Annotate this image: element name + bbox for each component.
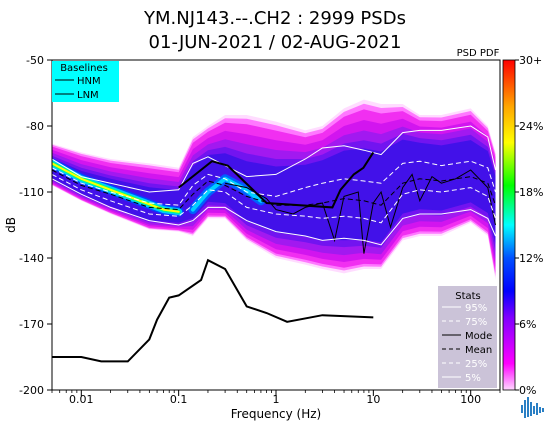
x-tick-label: 0.1 xyxy=(170,393,188,406)
stats-legend-box xyxy=(438,286,497,388)
stats-legend: Stats 95% 75% Mode Mean 25% 5% xyxy=(438,286,497,388)
legend-lnm-label: LNM xyxy=(77,90,99,101)
pdf-peak-streak-3 xyxy=(52,162,180,213)
colorbar-tick-label: 6% xyxy=(519,318,536,331)
baseline-lnm xyxy=(52,258,374,363)
waveform-logo-icon xyxy=(521,397,544,418)
colorbar-ticks: 30+ 24% 18% 12% 6% 0% xyxy=(515,54,543,397)
plot-area xyxy=(52,99,496,363)
x-tick-label: 100 xyxy=(460,393,481,406)
x-tick-label: 0.01 xyxy=(69,393,94,406)
y-tick-label: -200 xyxy=(19,384,44,397)
colorbar-tick-label: 24% xyxy=(519,120,543,133)
y-axis-label: dB xyxy=(4,217,18,233)
colorbar-tick-label: 30+ xyxy=(519,54,542,67)
x-tick-label: 10 xyxy=(366,393,380,406)
colorbar-tick-label: 0% xyxy=(519,384,536,397)
legend-mode-label: Mode xyxy=(465,331,492,342)
y-tick-label: -50 xyxy=(26,54,44,67)
baselines-legend-box xyxy=(52,61,119,102)
colorbar xyxy=(502,59,516,391)
baseline-hnm xyxy=(178,151,375,209)
axes: 0.01 0.1 1 10 100 -50 -80 -110 -140 -170 -200 xyxy=(19,54,501,406)
baselines-legend: Baselines HNM LNM xyxy=(52,61,119,102)
colorbar-tick-label: 12% xyxy=(519,252,543,265)
stats-legend-title: Stats xyxy=(455,291,481,302)
baselines-legend-title: Baselines xyxy=(60,63,108,74)
chart-subtitle: 01-JUN-2021 / 02-AUG-2021 xyxy=(149,32,402,53)
stat-line-5pct xyxy=(52,178,496,246)
stat-line-25pct xyxy=(52,173,496,224)
colorbar-title: PSD PDF xyxy=(457,48,500,59)
legend-95-label: 95% xyxy=(465,303,487,314)
y-tick-label: -80 xyxy=(26,120,44,133)
x-axis-label: Frequency (Hz) xyxy=(231,407,322,421)
legend-mean-label: Mean xyxy=(465,345,492,356)
colorbar-tick-label: 18% xyxy=(519,186,543,199)
y-tick-label: -110 xyxy=(19,186,44,199)
stat-line-75pct xyxy=(52,160,496,206)
chart-title: YM.NJ143.--.CH2 : 2999 PSDs xyxy=(143,8,406,29)
y-tick-label: -170 xyxy=(19,318,44,331)
legend-25-label: 25% xyxy=(465,359,487,370)
x-tick-label: 1 xyxy=(273,393,280,406)
stat-line-95pct xyxy=(52,125,496,193)
y-tick-label: -140 xyxy=(19,252,44,265)
legend-75-label: 75% xyxy=(465,317,487,328)
legend-5-label: 5% xyxy=(465,373,481,384)
legend-hnm-label: HNM xyxy=(77,76,101,87)
